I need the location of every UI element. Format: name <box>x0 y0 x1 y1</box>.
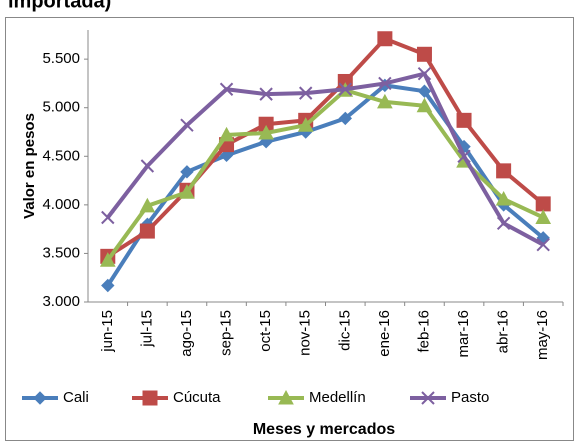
point-marker <box>456 112 472 128</box>
series-line <box>106 36 545 259</box>
chart-title: importada) <box>8 0 111 12</box>
point-marker <box>299 86 313 100</box>
x-tick-label: ago-15 <box>178 310 195 357</box>
legend-marker <box>278 389 294 405</box>
series-line <box>106 87 545 262</box>
point-marker <box>180 118 194 132</box>
point-marker <box>457 149 471 163</box>
x-tick-label: ene-16 <box>376 310 393 357</box>
x-tick-label: nov-15 <box>297 310 314 356</box>
point-marker <box>99 252 116 267</box>
x-axis-label: Meses y mercados <box>253 421 395 438</box>
point-marker <box>259 87 273 101</box>
point-marker <box>258 124 274 140</box>
point-marker <box>219 148 234 163</box>
x-tick-label: jun-15 <box>99 310 116 353</box>
point-marker <box>416 46 432 62</box>
series-line <box>106 71 545 247</box>
point-marker <box>536 237 550 252</box>
legend-label: Cúcuta <box>173 389 221 406</box>
point-marker <box>101 210 115 225</box>
x-tick-label: sep-15 <box>218 310 235 356</box>
y-tick-label: 5.000 <box>42 99 80 116</box>
point-marker <box>139 223 155 239</box>
point-marker <box>496 216 511 231</box>
legend-label: Cali <box>63 389 89 406</box>
point-marker <box>218 126 235 142</box>
x-tick-label: may-16 <box>534 310 551 360</box>
point-marker <box>496 163 512 179</box>
legend-label: Medellín <box>309 389 366 406</box>
y-tick-label: 5.500 <box>42 50 80 67</box>
legend-marker <box>33 391 47 405</box>
point-marker <box>377 31 393 47</box>
y-tick-label: 4.500 <box>42 147 80 164</box>
legend-marker <box>142 390 158 406</box>
point-marker <box>180 165 194 179</box>
point-marker <box>417 84 432 98</box>
point-marker <box>140 159 155 173</box>
point-marker <box>535 196 551 212</box>
point-marker <box>535 209 552 224</box>
x-tick-label: feb-16 <box>415 310 432 353</box>
chart-border <box>5 17 574 441</box>
point-marker <box>338 82 352 96</box>
point-marker <box>338 111 352 126</box>
point-marker <box>297 117 314 132</box>
point-marker <box>179 184 195 199</box>
point-marker <box>378 76 392 91</box>
point-marker <box>495 190 512 206</box>
legend-marker <box>421 391 435 405</box>
x-tick-label: mar-16 <box>455 310 472 358</box>
point-marker <box>139 197 156 213</box>
x-tick-label: jul-15 <box>138 310 155 348</box>
point-marker <box>416 97 433 113</box>
y-tick-label: 3.500 <box>42 244 80 261</box>
x-tick-label: oct-15 <box>257 310 274 352</box>
x-tick-label: abr-16 <box>495 310 512 353</box>
point-marker <box>417 67 432 81</box>
x-tick-label: dic-15 <box>336 310 353 351</box>
y-tick-label: 4.000 <box>42 196 80 213</box>
point-marker <box>219 82 234 96</box>
point-marker <box>377 93 393 109</box>
point-marker <box>259 135 273 149</box>
y-tick-label: 3.000 <box>42 293 80 310</box>
y-axis-label: Valor en pesos <box>21 113 38 219</box>
point-marker <box>101 278 115 293</box>
legend-label: Pasto <box>451 389 489 406</box>
series-line <box>106 83 545 287</box>
